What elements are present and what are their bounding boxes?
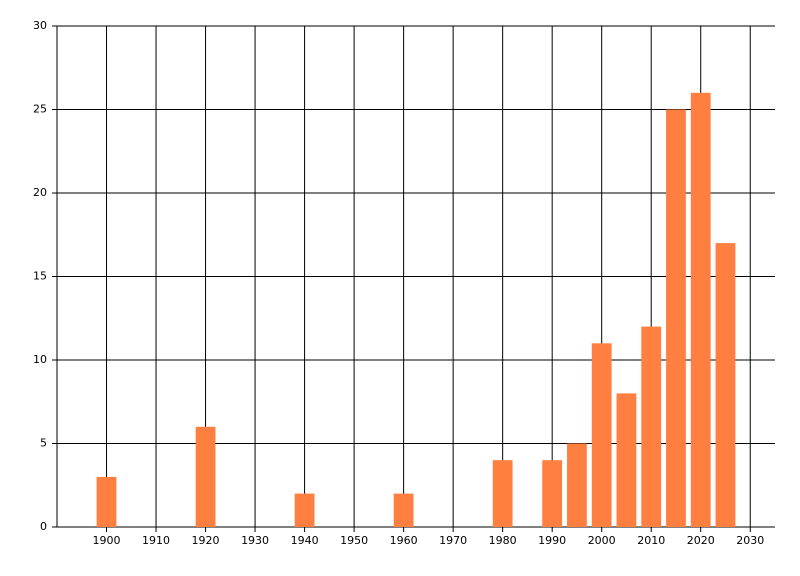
y-tick-label: 25 [33, 103, 47, 116]
y-tick-label: 15 [33, 270, 47, 283]
x-tick-label: 1960 [390, 534, 418, 547]
bar [591, 343, 612, 527]
x-tick-label: 1980 [489, 534, 517, 547]
x-tick-label: 1900 [93, 534, 121, 547]
x-tick-label: 1930 [241, 534, 269, 547]
bar [690, 92, 711, 528]
x-tick-label: 2000 [588, 534, 616, 547]
x-tick-label: 2010 [637, 534, 665, 547]
y-tick-label: 10 [33, 353, 47, 366]
x-tick-label: 1940 [291, 534, 319, 547]
bar [567, 443, 587, 527]
y-tick-label: 30 [33, 19, 47, 32]
bar [96, 476, 117, 527]
x-tick-label: 1910 [142, 534, 170, 547]
bar [492, 460, 513, 527]
bar [641, 326, 662, 527]
bar [616, 393, 637, 527]
y-tick-label: 0 [40, 520, 47, 533]
x-tick-label: 2030 [736, 534, 764, 547]
bar [294, 493, 315, 527]
x-tick-label: 1950 [340, 534, 368, 547]
bar [393, 493, 414, 527]
bar [666, 109, 686, 527]
x-tick-label: 2020 [687, 534, 715, 547]
x-tick-label: 1970 [439, 534, 467, 547]
x-tick-label: 1920 [192, 534, 220, 547]
bar [195, 426, 216, 527]
bar [715, 243, 736, 527]
y-tick-label: 20 [33, 186, 47, 199]
y-tick-label: 5 [40, 437, 47, 450]
bar [542, 460, 563, 527]
x-tick-label: 1990 [538, 534, 566, 547]
